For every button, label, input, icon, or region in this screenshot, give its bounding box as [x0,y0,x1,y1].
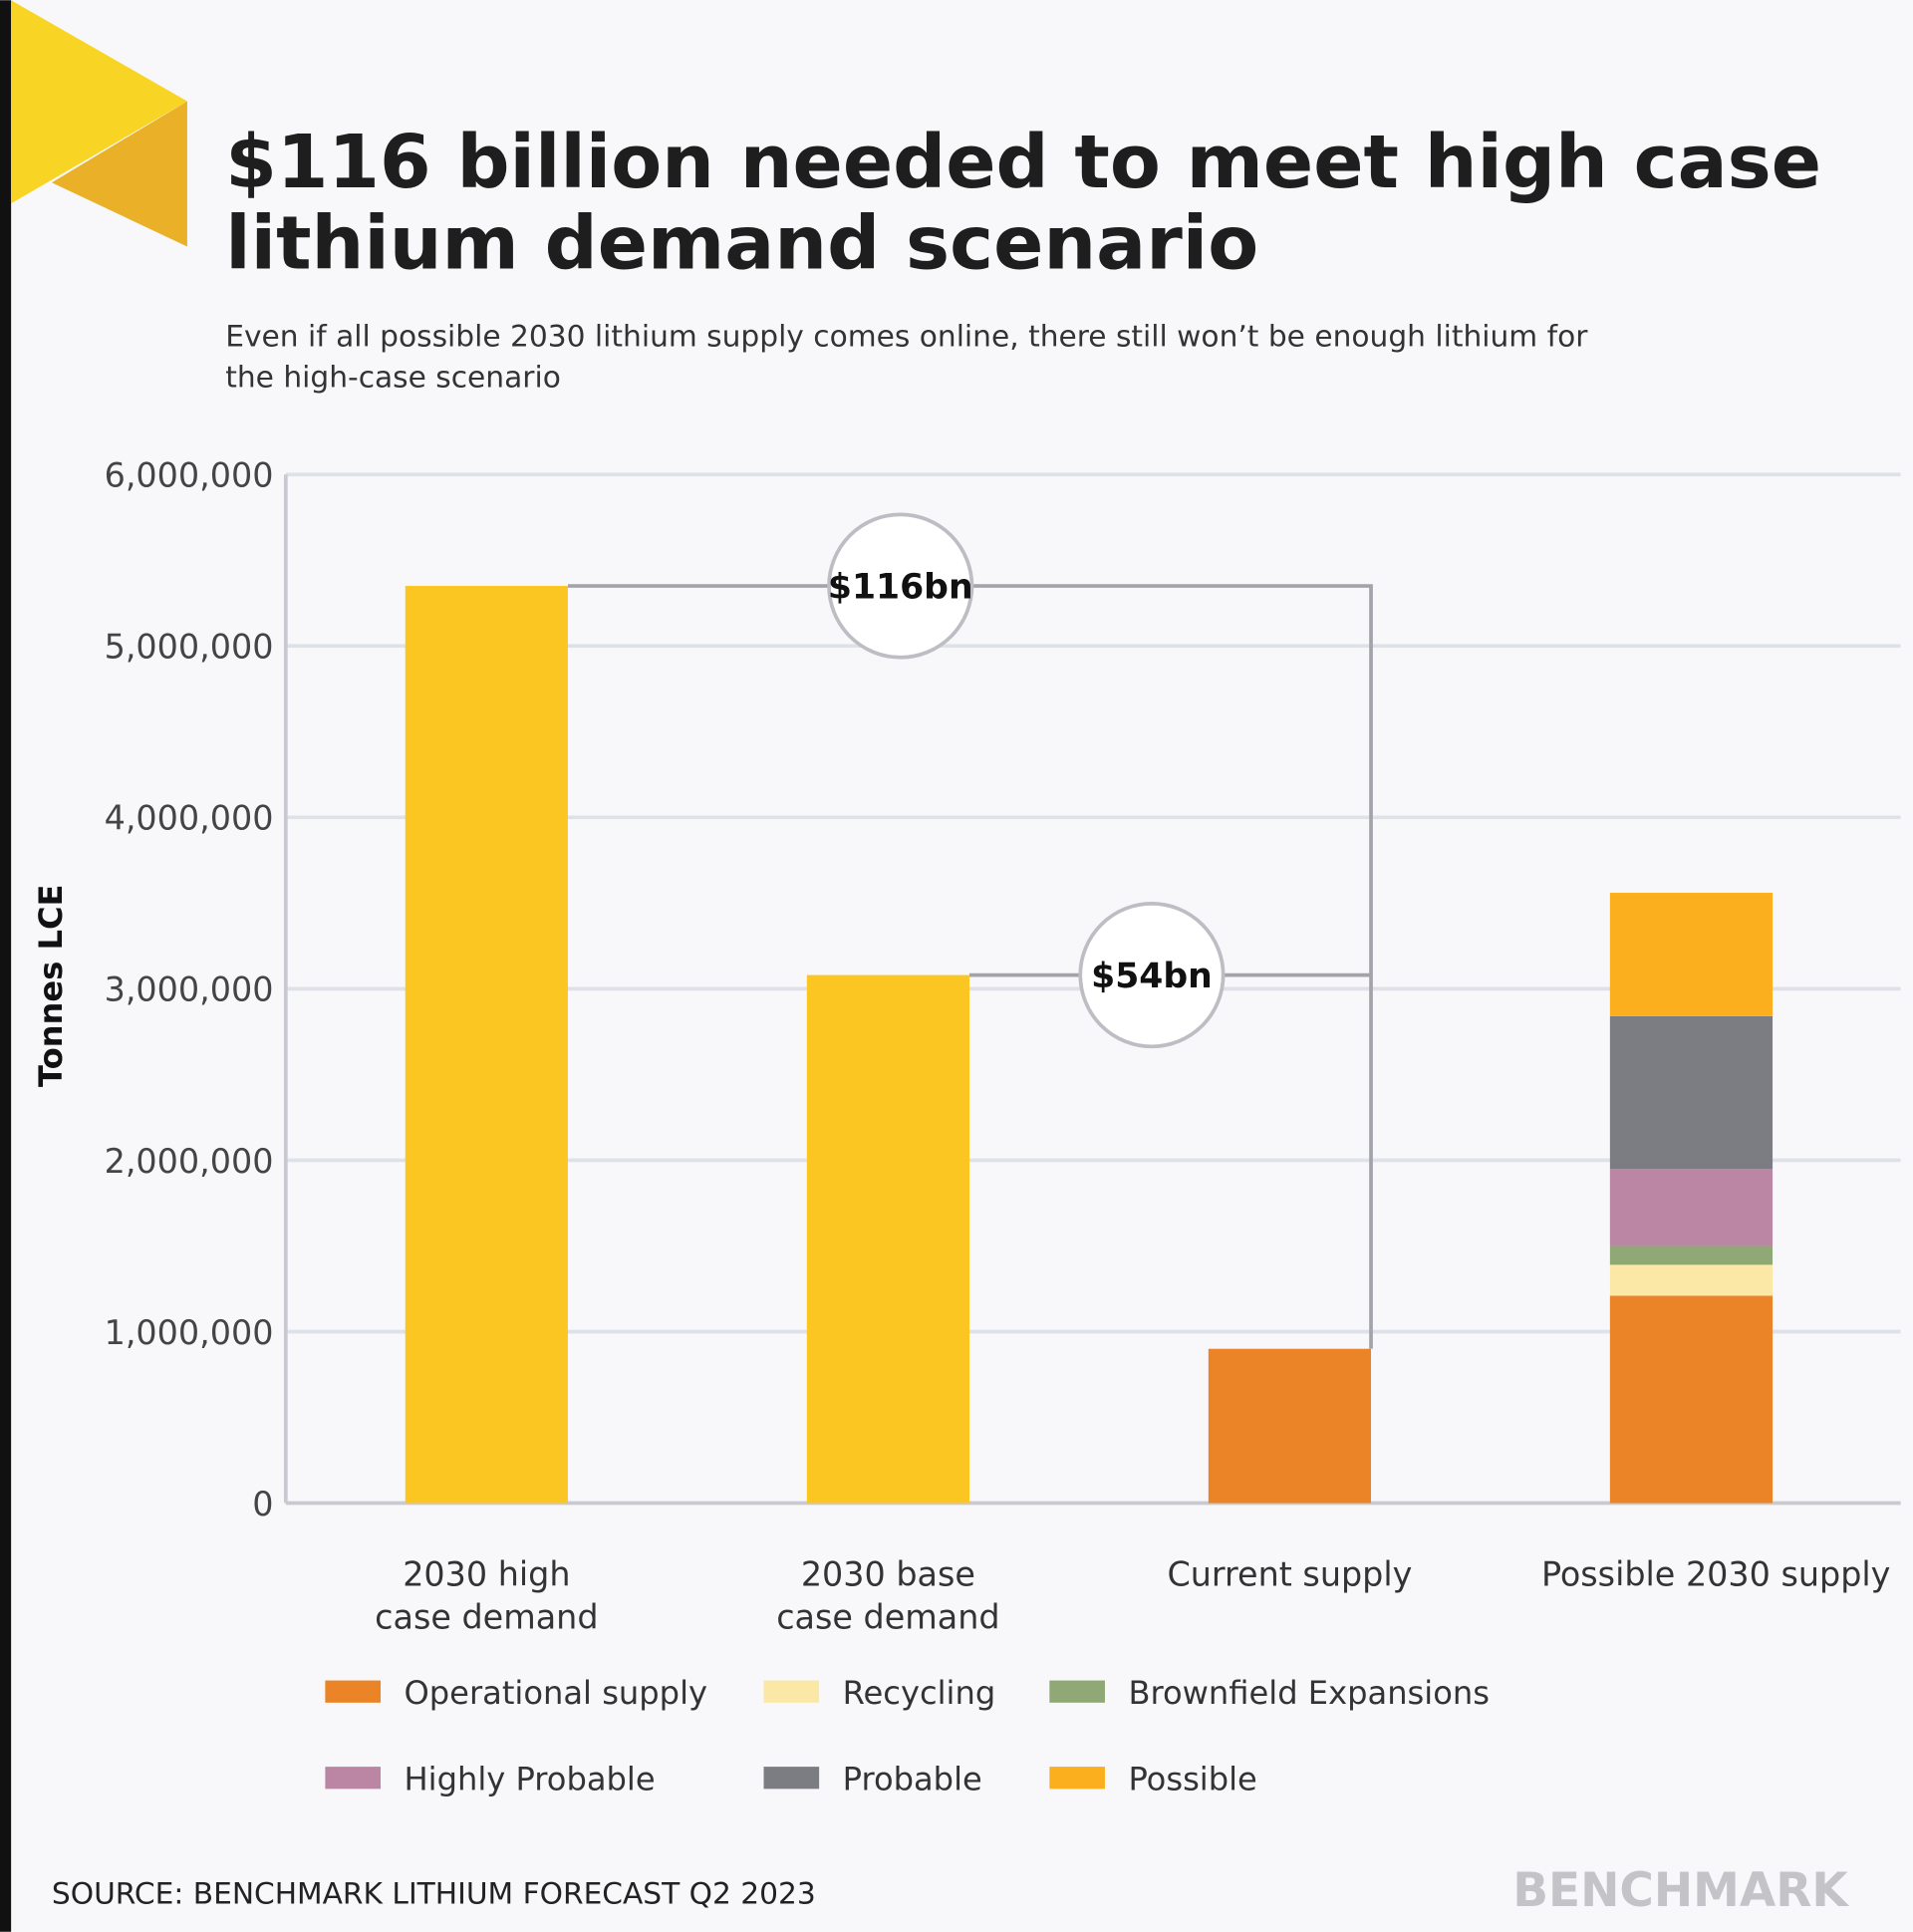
legend-label: Recycling [843,1674,996,1712]
chart-title: lithium demand scenario [225,201,1258,287]
bar-segment [1609,1169,1774,1246]
x-tick-label: case demand [776,1598,999,1637]
y-tick-label: 2,000,000 [105,1142,274,1181]
logo: BENCHMARK [1512,1863,1849,1918]
legend-label: Brownfield Expansions [1128,1674,1490,1712]
legend-swatch [325,1767,382,1790]
chart-subtitle: the high-case scenario [225,359,561,394]
left-strip [0,0,12,1932]
x-tick-label: Current supply [1167,1554,1412,1593]
legend-swatch [763,1680,820,1703]
bar-segment [1208,1348,1372,1504]
annotation: $54bn [1091,957,1213,996]
x-tick-label: case demand [375,1598,598,1637]
annotation: $116bn [828,567,973,607]
legend-swatch [1049,1680,1105,1703]
y-tick-label: 3,000,000 [105,970,274,1009]
y-tick-label: 1,000,000 [105,1313,274,1352]
legend-label: Possible [1128,1761,1256,1798]
chart-title: $116 billion needed to meet high case [225,120,1821,205]
legend-label: Operational supply [405,1674,708,1712]
y-tick-label: 6,000,000 [105,456,274,495]
chart-subtitle: Even if all possible 2030 lithium supply… [225,319,1588,354]
bar-segment [1609,893,1774,1016]
y-tick-label: 4,000,000 [105,799,274,838]
corner-shape [11,0,187,204]
bar-segment [1609,1245,1774,1265]
annotation-bubble [1078,902,1226,1049]
source: SOURCE: BENCHMARK LITHIUM FORECAST Q2 20… [52,1875,816,1910]
legend-swatch [325,1680,382,1703]
bar [806,974,969,1504]
x-tick-label: 2030 high [403,1554,570,1593]
legend-label: Highly Probable [405,1761,656,1798]
legend-swatch [1049,1767,1105,1790]
y-axis-label: Tonnes LCE [32,885,70,1088]
x-tick-label: Possible 2030 supply [1541,1554,1891,1593]
annotation-bubble [827,512,974,660]
bar-segment [1609,1295,1774,1504]
legend-swatch [763,1767,820,1790]
legend-label: Probable [843,1761,982,1798]
bar-segment [1609,1264,1774,1296]
corner-shape [51,101,187,247]
bar-segment [1609,1015,1774,1170]
y-tick-label: 5,000,000 [105,628,274,667]
bar [405,586,568,1504]
x-tick-label: 2030 base [801,1554,975,1593]
y-tick-label: 0 [252,1485,273,1523]
